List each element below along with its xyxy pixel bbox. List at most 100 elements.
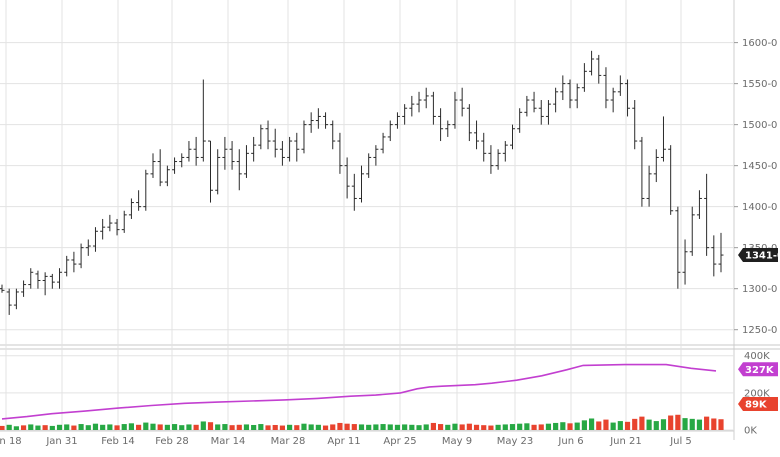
volume-bar (495, 424, 501, 430)
volume-bar (632, 418, 638, 430)
volume-bar (624, 421, 631, 430)
volume-bar (28, 424, 34, 430)
volume-bar (330, 424, 336, 430)
last-price-badge-shape (738, 248, 778, 263)
volume-bar (711, 418, 717, 430)
volume-bar (668, 415, 674, 430)
volume-bar (538, 424, 544, 430)
volume-bar (0, 425, 5, 430)
x-tick-label: Jun 6 (557, 436, 583, 447)
open-interest-badge-shape (738, 362, 778, 377)
volume-bar (236, 424, 242, 430)
grid (0, 0, 780, 440)
volume-bar (229, 425, 235, 430)
volume-bar (617, 421, 623, 430)
volume-bar (64, 424, 70, 430)
volume-bar (466, 423, 472, 430)
value-badges: 1341-0 327K 89K (738, 248, 780, 411)
volume-bar (322, 425, 329, 430)
volume-bar (718, 419, 724, 430)
volume-bar (287, 424, 293, 430)
volume-bar (6, 424, 12, 430)
volume-bar (502, 424, 508, 430)
volume-bar (639, 416, 645, 430)
price-bars (0, 50, 724, 315)
price-tick-label: 1400-0 (742, 202, 777, 213)
volume-bar (438, 424, 444, 430)
volume-bar (445, 424, 451, 430)
volume-bar (258, 424, 264, 430)
volume-bar (509, 424, 516, 430)
last-volume-badge: 89K (738, 397, 778, 411)
volume-bar (653, 421, 659, 430)
x-tick-label: Feb 28 (155, 436, 189, 447)
volume-bar (294, 425, 300, 430)
volume-bar (100, 424, 106, 430)
volume-bar (243, 424, 250, 430)
volume-bar (545, 423, 552, 430)
volume-tick-label: 0K (744, 426, 757, 437)
volume-bar (186, 424, 192, 430)
volume-bar (150, 423, 156, 430)
price-tick-label: 1600-0 (742, 38, 777, 49)
volume-bar (409, 424, 415, 430)
volume-bar (344, 423, 350, 430)
volume-bar (85, 425, 91, 430)
volume-bar (553, 422, 559, 430)
volume-bar (315, 424, 321, 430)
volume-bar (200, 421, 206, 430)
open-interest-badge-text: 327K (745, 365, 775, 376)
volume-bar (596, 421, 602, 430)
volume-bar (157, 424, 163, 430)
x-tick-label: Apr 25 (383, 436, 416, 447)
volume-bar (49, 425, 55, 430)
last-price-badge: 1341-0 (738, 248, 780, 263)
volume-bar (78, 424, 84, 430)
volume-bar (35, 425, 41, 430)
x-tick-label: Jun 21 (609, 436, 642, 447)
x-tick-label: Jan 31 (45, 436, 77, 447)
volume-bar (193, 424, 199, 430)
volume-bar (373, 424, 379, 430)
volume-bar (430, 422, 436, 430)
x-tick-label: May 23 (497, 436, 534, 447)
volume-bar (488, 425, 494, 430)
volume-bar (416, 425, 422, 430)
volume-bar (251, 424, 257, 430)
price-tick-label: 1250-0 (742, 325, 777, 336)
volume-bar (143, 422, 149, 430)
volume-bar (20, 425, 27, 430)
volume-tick-label: 200K (744, 388, 770, 399)
volume-bar (279, 425, 285, 430)
volume-bar (394, 424, 401, 430)
volume-bar (524, 423, 530, 430)
volume-bar (452, 423, 458, 430)
volume-bar (560, 422, 566, 430)
volume-bar (272, 424, 278, 430)
volume-bar (660, 419, 667, 430)
x-tick-label: May 9 (442, 436, 472, 447)
last-volume-badge-shape (738, 397, 778, 411)
volume-bar (215, 424, 221, 430)
volume-bar (603, 419, 609, 430)
volume-bar (171, 424, 178, 430)
volume-bar (308, 424, 314, 430)
volume-bar (531, 424, 537, 430)
open-interest-badge: 327K (738, 362, 778, 377)
volume-bars (0, 414, 724, 430)
open-interest-line (1, 363, 717, 420)
volume-bar (366, 424, 372, 430)
x-tick-label: Jul 5 (669, 436, 692, 447)
volume-bar (517, 423, 523, 430)
volume-bar (675, 414, 681, 430)
volume-bar (71, 425, 77, 430)
volume-bar (358, 424, 365, 430)
volume-bar (574, 422, 580, 430)
volume-bar (164, 424, 170, 430)
volume-bar (13, 426, 19, 430)
volume-bar (207, 422, 214, 430)
volume-bar (42, 425, 48, 430)
volume-bar (704, 416, 710, 430)
volume-bar (351, 424, 357, 430)
